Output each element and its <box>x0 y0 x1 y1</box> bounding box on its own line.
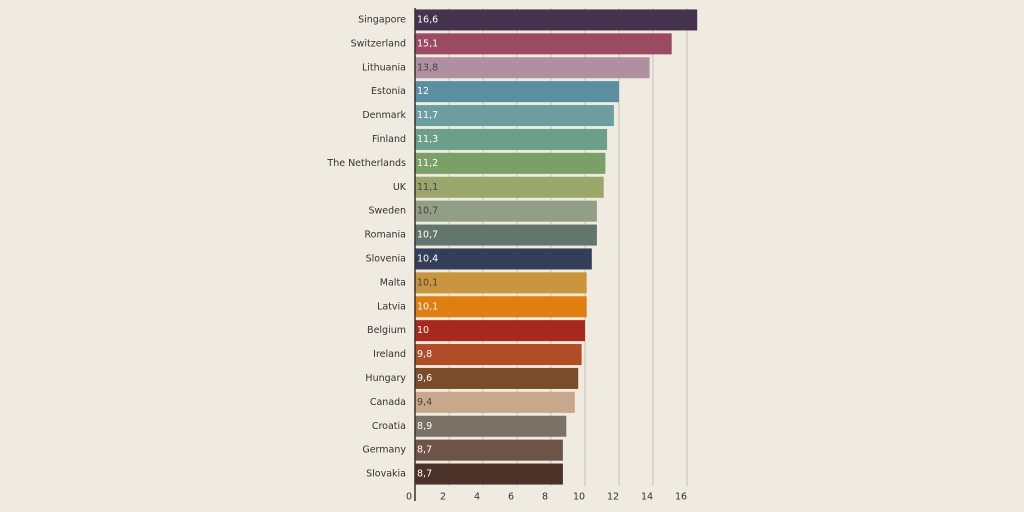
bar <box>415 391 575 413</box>
value-label: 8,9 <box>417 421 432 432</box>
category-label: Croatia <box>372 421 406 432</box>
x-tick-label: 2 <box>440 492 446 503</box>
bar <box>415 344 582 366</box>
bar <box>415 57 650 79</box>
value-label: 8,7 <box>417 469 432 480</box>
value-label: 9,8 <box>417 349 432 360</box>
value-label: 10,4 <box>417 253 438 264</box>
x-tick-label: 10 <box>573 492 585 503</box>
category-label: Malta <box>380 277 406 288</box>
category-label: Slovakia <box>366 469 406 480</box>
value-label: 11,1 <box>417 182 438 193</box>
value-label: 11,2 <box>417 158 438 169</box>
value-label: 16,6 <box>417 14 438 25</box>
x-tick-label: 0 <box>406 492 412 503</box>
category-label: Canada <box>370 397 406 408</box>
category-label: The Netherlands <box>326 158 406 169</box>
category-label: Sweden <box>368 206 406 217</box>
value-label: 10,7 <box>417 230 438 241</box>
value-label: 11,7 <box>417 110 438 121</box>
bar <box>415 81 619 103</box>
value-label: 10,1 <box>417 301 438 312</box>
category-label: Estonia <box>371 86 406 97</box>
category-label: Hungary <box>365 373 406 384</box>
bar <box>415 9 698 31</box>
value-label: 9,6 <box>417 373 432 384</box>
x-tick-label: 14 <box>641 492 653 503</box>
category-label: Slovenia <box>366 253 406 264</box>
category-label: Latvia <box>377 301 406 312</box>
bar <box>415 200 597 222</box>
category-label: Germany <box>362 445 406 456</box>
x-tick-label: 6 <box>508 492 514 503</box>
bar <box>415 152 606 174</box>
bar <box>415 463 563 485</box>
category-label: Ireland <box>373 349 406 360</box>
bar <box>415 320 585 342</box>
bar <box>415 33 672 55</box>
bar <box>415 224 597 246</box>
bar <box>415 439 563 461</box>
value-label: 10,7 <box>417 206 438 217</box>
x-tick-label: 8 <box>542 492 548 503</box>
value-label: 10 <box>417 325 429 336</box>
bar <box>415 176 604 198</box>
category-label: Romania <box>364 230 406 241</box>
category-label: Lithuania <box>362 62 406 73</box>
bar <box>415 367 579 389</box>
value-label: 11,3 <box>417 134 438 145</box>
category-label: Switzerland <box>351 38 406 49</box>
bar <box>415 415 567 437</box>
category-label: Denmark <box>362 110 406 121</box>
value-label: 15,1 <box>417 38 438 49</box>
x-tick-label: 4 <box>474 492 480 503</box>
value-label: 9,4 <box>417 397 432 408</box>
bar <box>415 296 587 318</box>
bar <box>415 128 608 150</box>
bar <box>415 272 587 294</box>
value-label: 13,8 <box>417 62 438 73</box>
category-label: Belgium <box>367 325 406 336</box>
x-tick-label: 12 <box>607 492 619 503</box>
category-label: Singapore <box>358 14 406 25</box>
value-label: 12 <box>417 86 429 97</box>
category-label: UK <box>393 182 407 193</box>
bar <box>415 248 592 270</box>
x-tick-label: 16 <box>675 492 687 503</box>
category-label: Finland <box>372 134 406 145</box>
value-label: 10,1 <box>417 277 438 288</box>
bar <box>415 105 614 127</box>
value-label: 8,7 <box>417 445 432 456</box>
